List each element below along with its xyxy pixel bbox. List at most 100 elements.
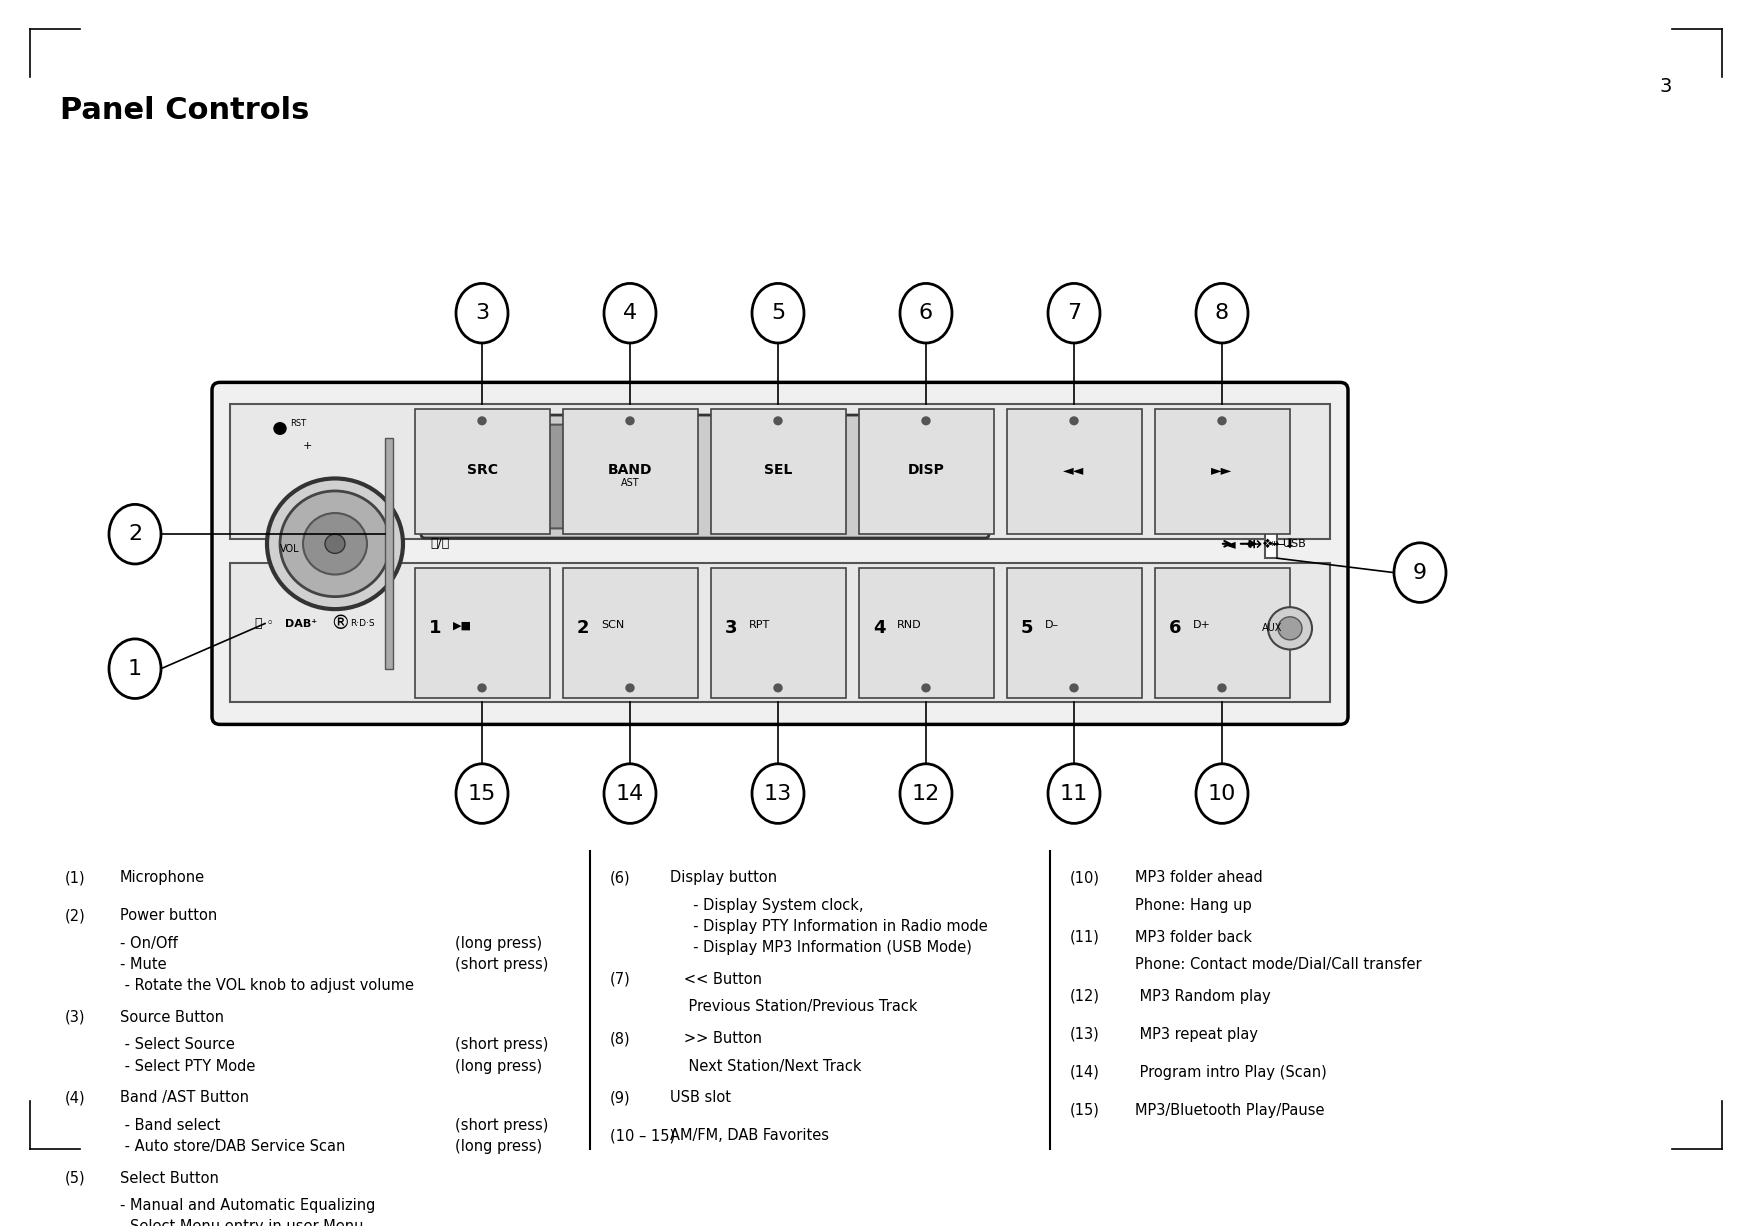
Text: - Select Menu entry in user Menu: - Select Menu entry in user Menu (119, 1219, 363, 1226)
Circle shape (774, 684, 781, 691)
Text: VOL: VOL (280, 543, 300, 554)
Text: (14): (14) (1070, 1065, 1100, 1080)
FancyBboxPatch shape (711, 568, 846, 698)
Text: SRC: SRC (466, 462, 498, 477)
Text: 2: 2 (128, 525, 142, 544)
Text: ⇹ USB: ⇹ USB (1263, 538, 1305, 549)
Text: 4: 4 (872, 619, 885, 638)
Text: 3: 3 (1659, 77, 1671, 96)
Text: (7): (7) (610, 972, 631, 987)
Text: ❖—⬇: ❖—⬇ (1261, 537, 1296, 550)
Text: Phone: Hang up: Phone: Hang up (1135, 897, 1251, 913)
Ellipse shape (604, 283, 655, 343)
Ellipse shape (1395, 543, 1445, 602)
Ellipse shape (1197, 283, 1247, 343)
Text: Band /AST Button: Band /AST Button (119, 1090, 249, 1106)
Text: - Mute: - Mute (119, 958, 166, 972)
Text: 2: 2 (576, 619, 589, 638)
Circle shape (1218, 417, 1226, 424)
Text: MP3/Bluetooth Play/Pause: MP3/Bluetooth Play/Pause (1135, 1103, 1325, 1118)
Text: 6: 6 (920, 303, 934, 324)
Text: (5): (5) (65, 1171, 86, 1186)
Text: AM/FM, DAB Favorites: AM/FM, DAB Favorites (669, 1128, 829, 1144)
FancyBboxPatch shape (385, 438, 392, 668)
Text: Select Button: Select Button (119, 1171, 219, 1186)
Circle shape (625, 684, 634, 691)
Circle shape (273, 423, 286, 434)
Text: (11): (11) (1070, 929, 1100, 944)
FancyBboxPatch shape (415, 409, 550, 535)
Text: ◄: ◄ (1225, 537, 1235, 550)
Text: Display button: Display button (669, 870, 778, 885)
Text: - Display System clock,: - Display System clock, (669, 897, 864, 913)
FancyBboxPatch shape (427, 424, 611, 528)
Text: Previous Station/Previous Track: Previous Station/Previous Track (669, 999, 918, 1014)
FancyBboxPatch shape (230, 405, 1330, 539)
Ellipse shape (604, 764, 655, 824)
Text: (4): (4) (65, 1090, 86, 1106)
Circle shape (1218, 684, 1226, 691)
Text: (1): (1) (65, 870, 86, 885)
Text: ®: ® (329, 614, 350, 633)
Text: AUX: AUX (1261, 623, 1282, 634)
Ellipse shape (109, 639, 161, 699)
FancyBboxPatch shape (858, 409, 993, 535)
Text: AST: AST (620, 478, 639, 488)
Circle shape (303, 512, 366, 575)
Text: R·D·S: R·D·S (350, 619, 375, 628)
Text: Microphone: Microphone (119, 870, 205, 885)
Text: Phone: Contact mode/Dial/Call transfer: Phone: Contact mode/Dial/Call transfer (1135, 958, 1421, 972)
Text: - On/Off: - On/Off (119, 935, 177, 951)
FancyBboxPatch shape (212, 383, 1347, 725)
Text: - Display MP3 Information (USB Mode): - Display MP3 Information (USB Mode) (669, 940, 972, 955)
Text: ⇹: ⇹ (1246, 535, 1261, 553)
Text: 6: 6 (1169, 619, 1181, 638)
Text: (9): (9) (610, 1090, 631, 1106)
Text: 5: 5 (1021, 619, 1034, 638)
Text: - Display PTY Information in Radio mode: - Display PTY Information in Radio mode (669, 920, 988, 934)
Text: USB slot: USB slot (669, 1090, 731, 1106)
Text: (10 – 15): (10 – 15) (610, 1128, 675, 1144)
Circle shape (478, 684, 485, 691)
Text: - Band select: - Band select (119, 1118, 221, 1133)
Circle shape (478, 417, 485, 424)
Text: Next Station/Next Track: Next Station/Next Track (669, 1058, 862, 1074)
Text: SEL: SEL (764, 462, 792, 477)
FancyBboxPatch shape (562, 409, 697, 535)
Text: 14: 14 (617, 783, 645, 803)
Text: ⏻/🔇: ⏻/🔇 (429, 537, 449, 550)
FancyBboxPatch shape (1155, 409, 1289, 535)
Text: 3: 3 (725, 619, 738, 638)
Text: ►►: ►► (1211, 462, 1233, 477)
Text: (long press): (long press) (456, 935, 541, 951)
Ellipse shape (752, 764, 804, 824)
Text: MP3 folder back: MP3 folder back (1135, 929, 1253, 944)
Text: - Select PTY Mode: - Select PTY Mode (119, 1058, 256, 1074)
Text: 11: 11 (1060, 783, 1088, 803)
Text: (8): (8) (610, 1031, 631, 1046)
Circle shape (1070, 417, 1077, 424)
Text: RND: RND (897, 620, 922, 630)
Text: 9: 9 (1412, 563, 1428, 582)
Text: (6): (6) (610, 870, 631, 885)
Text: 8: 8 (1214, 303, 1230, 324)
Circle shape (774, 417, 781, 424)
Circle shape (625, 417, 634, 424)
Text: RPT: RPT (750, 620, 771, 630)
Ellipse shape (456, 764, 508, 824)
Text: ◄◄: ◄◄ (1063, 462, 1084, 477)
Text: - Auto store/DAB Service Scan: - Auto store/DAB Service Scan (119, 1139, 345, 1154)
FancyBboxPatch shape (1265, 530, 1277, 558)
Ellipse shape (1048, 764, 1100, 824)
Circle shape (326, 535, 345, 553)
Text: MP3 Random play: MP3 Random play (1135, 989, 1270, 1004)
Circle shape (1070, 684, 1077, 691)
Text: (15): (15) (1070, 1103, 1100, 1118)
Text: SCN: SCN (601, 620, 624, 630)
Text: BAND: BAND (608, 462, 652, 477)
Text: RST: RST (291, 419, 307, 428)
Text: (2): (2) (65, 908, 86, 923)
Text: << Button: << Button (669, 972, 762, 987)
Text: +: + (303, 441, 312, 451)
Ellipse shape (1048, 283, 1100, 343)
